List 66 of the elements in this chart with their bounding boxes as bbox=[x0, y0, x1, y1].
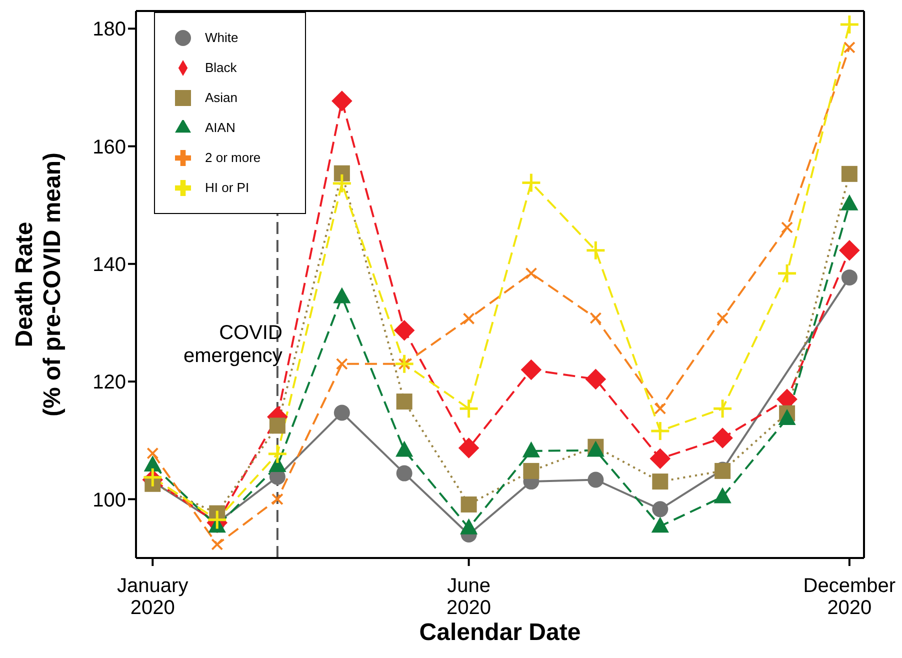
legend-label: 2 or more bbox=[205, 150, 261, 165]
legend-label: Asian bbox=[205, 90, 238, 105]
point bbox=[585, 368, 606, 390]
point bbox=[588, 472, 604, 488]
point bbox=[271, 493, 284, 506]
x-tick-label: January 2020 bbox=[117, 575, 188, 619]
point bbox=[520, 359, 542, 380]
y-tick-label: 120 bbox=[92, 372, 126, 394]
point bbox=[460, 496, 477, 512]
x-tick-label: June 2020 bbox=[446, 575, 492, 619]
point bbox=[396, 465, 412, 482]
point bbox=[585, 240, 606, 261]
legend-label: White bbox=[205, 30, 238, 45]
point bbox=[458, 438, 480, 458]
point bbox=[781, 221, 794, 234]
point bbox=[712, 398, 733, 419]
point bbox=[146, 447, 159, 460]
point bbox=[211, 538, 224, 550]
y-tick-label: 140 bbox=[92, 254, 126, 276]
x-axis-title: Calendar Date bbox=[419, 619, 581, 646]
point bbox=[333, 287, 351, 304]
point bbox=[332, 90, 352, 112]
point bbox=[716, 312, 729, 324]
point bbox=[269, 418, 286, 434]
point bbox=[652, 474, 668, 490]
point bbox=[650, 420, 670, 442]
legend-label: AIAN bbox=[205, 120, 236, 135]
point bbox=[651, 516, 669, 533]
y-tick-label: 180 bbox=[92, 18, 126, 41]
point bbox=[650, 448, 671, 469]
y-axis-title: Death Rate (% of pre-COVID mean) bbox=[11, 152, 66, 417]
point bbox=[394, 354, 415, 374]
y-tick-label: 160 bbox=[92, 136, 126, 158]
point bbox=[839, 240, 860, 261]
point bbox=[398, 358, 410, 370]
point bbox=[525, 267, 538, 280]
point bbox=[394, 320, 415, 341]
point bbox=[334, 165, 350, 182]
point bbox=[522, 441, 540, 458]
point bbox=[839, 14, 860, 35]
point bbox=[460, 518, 478, 534]
point bbox=[776, 263, 798, 284]
point bbox=[590, 312, 602, 324]
point bbox=[523, 462, 540, 479]
point bbox=[396, 440, 414, 457]
legend-label: HI or PI bbox=[205, 180, 250, 195]
point bbox=[714, 487, 732, 504]
point bbox=[841, 269, 858, 286]
point bbox=[654, 402, 666, 415]
point bbox=[712, 428, 733, 448]
point bbox=[841, 166, 858, 182]
legend-label: Black bbox=[205, 60, 237, 75]
point bbox=[334, 404, 350, 421]
point bbox=[520, 172, 542, 193]
point bbox=[458, 398, 480, 419]
point bbox=[336, 358, 348, 370]
point bbox=[332, 173, 352, 194]
x-tick-label: December 2020 bbox=[803, 575, 896, 619]
y-tick-label: 100 bbox=[92, 489, 126, 512]
point bbox=[652, 501, 668, 518]
point bbox=[462, 312, 475, 325]
point bbox=[778, 409, 796, 426]
point bbox=[267, 444, 288, 464]
point bbox=[396, 394, 412, 410]
point bbox=[144, 455, 162, 472]
point bbox=[843, 41, 856, 54]
